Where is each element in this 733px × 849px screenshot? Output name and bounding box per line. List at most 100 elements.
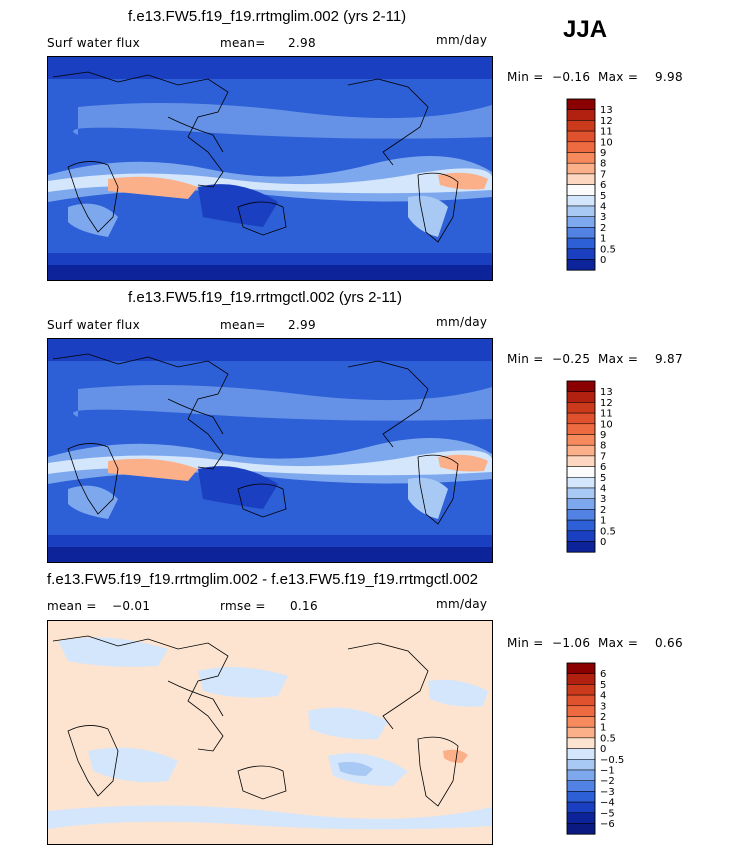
panel2-max-value: 9.87 bbox=[655, 352, 683, 366]
colorbar-tick-label: 9 bbox=[600, 430, 606, 441]
colorbar-tick-label: 1 bbox=[600, 723, 606, 734]
colorbar-swatch bbox=[566, 519, 596, 532]
panel2-title: f.e13.FW5.f19_f19.rrtmgctl.002 (yrs 2-11… bbox=[128, 289, 402, 306]
colorbar-swatch bbox=[566, 391, 596, 403]
panel1-mean-value: 2.98 bbox=[288, 36, 316, 50]
panel3-min-label: Min = bbox=[507, 636, 544, 650]
colorbar-swatch bbox=[566, 466, 596, 478]
colorbar-swatch bbox=[566, 162, 596, 175]
colorbar-swatch bbox=[566, 477, 596, 489]
colorbar-swatch bbox=[566, 412, 596, 425]
colorbar-tick-label: 0 bbox=[600, 537, 606, 548]
colorbar-tick-label: −0.5 bbox=[600, 755, 624, 766]
colorbar-swatch bbox=[566, 509, 596, 521]
colorbar-swatch bbox=[566, 227, 596, 239]
colorbar-tick-label: 9 bbox=[600, 148, 606, 159]
colorbar-tick-label: 13 bbox=[600, 105, 613, 116]
colorbar-tick-label: −1 bbox=[600, 766, 615, 777]
panel3-mean-value: −0.01 bbox=[112, 599, 151, 613]
colorbar-swatch bbox=[566, 748, 596, 760]
season-label: JJA bbox=[563, 16, 608, 43]
colorbar-swatch bbox=[566, 455, 596, 467]
colorbar-swatch bbox=[566, 737, 596, 749]
colorbar-tick-label: 3 bbox=[600, 701, 606, 712]
colorbar-swatch bbox=[566, 780, 596, 792]
panel3-units: mm/day bbox=[436, 597, 488, 611]
colorbar-swatch bbox=[566, 705, 596, 717]
panel3-max-label: Max = bbox=[598, 636, 639, 650]
colorbar-swatch bbox=[566, 195, 596, 207]
colorbar-swatch bbox=[566, 662, 596, 674]
colorbar-tick-label: 12 bbox=[600, 398, 613, 409]
panel2-mean-label: mean= bbox=[220, 318, 266, 332]
panel3-max-value: 0.66 bbox=[655, 636, 683, 650]
colorbar-tick-label: 0 bbox=[600, 255, 606, 266]
panel1-map-field bbox=[48, 57, 492, 280]
colorbar-tick-label: −3 bbox=[600, 787, 615, 798]
colorbar-swatch bbox=[566, 541, 596, 553]
panel3-map-field bbox=[48, 621, 492, 844]
panel3-mean-label: mean = bbox=[47, 599, 97, 613]
panel1-max-label: Max = bbox=[598, 70, 639, 84]
colorbar-tick-label: 6 bbox=[600, 462, 606, 473]
colorbar-outline bbox=[566, 98, 596, 271]
panel3-map bbox=[47, 620, 493, 845]
colorbar-tick-label: 2 bbox=[600, 223, 606, 234]
colorbar-swatch bbox=[566, 173, 596, 185]
colorbar-tick-label: 2 bbox=[600, 505, 606, 516]
colorbar-tick-label: 0.5 bbox=[600, 526, 616, 537]
colorbar-outline bbox=[566, 662, 596, 835]
colorbar-swatch bbox=[566, 791, 596, 803]
colorbar-tick-label: −5 bbox=[600, 808, 615, 819]
colorbar-swatch bbox=[566, 402, 596, 414]
colorbar-swatch bbox=[566, 684, 596, 696]
colorbar-swatch bbox=[566, 120, 596, 132]
colorbar-tick-label: −6 bbox=[600, 819, 615, 830]
colorbar-swatch bbox=[566, 444, 596, 457]
panel1-min-label: Min = bbox=[507, 70, 544, 84]
panel3-coastlines bbox=[52, 635, 459, 807]
panel2-max-label: Max = bbox=[598, 352, 639, 366]
colorbar-swatch bbox=[566, 109, 596, 121]
colorbar-tick-label: 6 bbox=[600, 669, 606, 680]
colorbar-tick-label: 0.5 bbox=[600, 733, 616, 744]
colorbar-tick-label: 4 bbox=[600, 202, 606, 213]
colorbar-swatch bbox=[566, 152, 596, 164]
panel2-min-label: Min = bbox=[507, 352, 544, 366]
colorbar-swatch bbox=[566, 812, 596, 824]
colorbar-tick-label: 1 bbox=[600, 516, 606, 527]
panel2-colorbar: 13 12 11 10 9 8 7 6 5 4 3 2 1 0.5 0 bbox=[566, 380, 646, 564]
colorbar-swatch bbox=[566, 130, 596, 143]
panel2-field-label: Surf water flux bbox=[47, 318, 140, 332]
panel3-colorbar: 6 5 4 3 2 1 0.5 0 −0.5 −1 −2 −3 −4 −5 −6 bbox=[566, 662, 646, 846]
colorbar-tick-label: 2 bbox=[600, 712, 606, 723]
colorbar-swatch bbox=[566, 98, 596, 110]
colorbar-swatch bbox=[566, 248, 596, 260]
panel1-coastlines bbox=[52, 71, 459, 243]
colorbar-swatch bbox=[566, 801, 596, 814]
colorbar-tick-label: 11 bbox=[600, 127, 613, 138]
panel3-min-value: −1.06 bbox=[552, 636, 591, 650]
panel1-map bbox=[47, 56, 493, 281]
colorbar-tick-label: 12 bbox=[600, 116, 613, 127]
panel2-units: mm/day bbox=[436, 315, 488, 329]
colorbar-tick-label: −4 bbox=[600, 798, 615, 809]
colorbar-swatch bbox=[566, 673, 596, 685]
colorbar-swatch bbox=[566, 205, 596, 217]
colorbar-tick-label: 6 bbox=[600, 180, 606, 191]
colorbar-tick-label: 4 bbox=[600, 484, 606, 495]
colorbar-tick-label: 5 bbox=[600, 680, 606, 691]
panel2-map bbox=[47, 338, 493, 563]
colorbar-tick-label: 7 bbox=[600, 451, 606, 462]
colorbar-tick-label: 0.5 bbox=[600, 244, 616, 255]
colorbar-swatch bbox=[566, 423, 596, 435]
panel2-mean-value: 2.99 bbox=[288, 318, 316, 332]
colorbar-tick-label: 8 bbox=[600, 441, 606, 452]
panel3-title: f.e13.FW5.f19_f19.rrtmglim.002 - f.e13.F… bbox=[47, 571, 479, 588]
colorbar-outline bbox=[566, 380, 596, 553]
panel1-field-label: Surf water flux bbox=[47, 36, 140, 50]
colorbar-swatch bbox=[566, 694, 596, 707]
